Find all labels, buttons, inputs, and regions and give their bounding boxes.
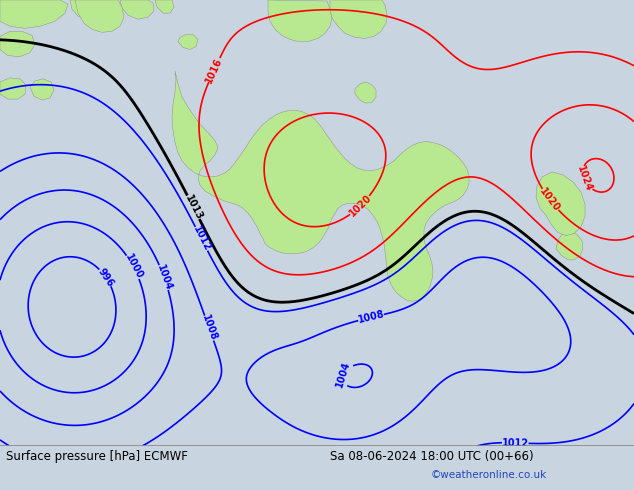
Polygon shape <box>155 0 174 13</box>
Polygon shape <box>355 82 376 103</box>
Text: Surface pressure [hPa] ECMWF: Surface pressure [hPa] ECMWF <box>6 450 188 463</box>
Text: 1004: 1004 <box>155 263 173 292</box>
Text: ©weatheronline.co.uk: ©weatheronline.co.uk <box>431 470 547 480</box>
Polygon shape <box>0 31 35 57</box>
Text: 1024: 1024 <box>575 165 593 194</box>
Text: 1016: 1016 <box>204 56 224 84</box>
Polygon shape <box>30 79 54 100</box>
Polygon shape <box>75 0 124 32</box>
Text: 1004: 1004 <box>335 360 352 389</box>
Polygon shape <box>536 172 585 236</box>
Text: 1008: 1008 <box>357 309 385 325</box>
Polygon shape <box>0 0 68 28</box>
Polygon shape <box>330 0 387 38</box>
Text: Sa 08-06-2024 18:00 UTC (00+66): Sa 08-06-2024 18:00 UTC (00+66) <box>330 450 533 463</box>
Text: 1020: 1020 <box>538 186 562 214</box>
Polygon shape <box>0 78 26 99</box>
Text: 1020: 1020 <box>347 193 373 219</box>
Text: 1012: 1012 <box>191 224 212 253</box>
Text: 1008: 1008 <box>200 314 219 343</box>
Polygon shape <box>120 0 154 19</box>
Text: 996: 996 <box>96 266 115 289</box>
Text: 1013: 1013 <box>183 193 204 221</box>
Text: 1000: 1000 <box>123 253 144 281</box>
Polygon shape <box>70 0 115 20</box>
Polygon shape <box>556 232 583 260</box>
Polygon shape <box>172 71 469 301</box>
Polygon shape <box>178 34 198 49</box>
Text: 1012: 1012 <box>501 438 529 448</box>
Polygon shape <box>268 0 332 42</box>
